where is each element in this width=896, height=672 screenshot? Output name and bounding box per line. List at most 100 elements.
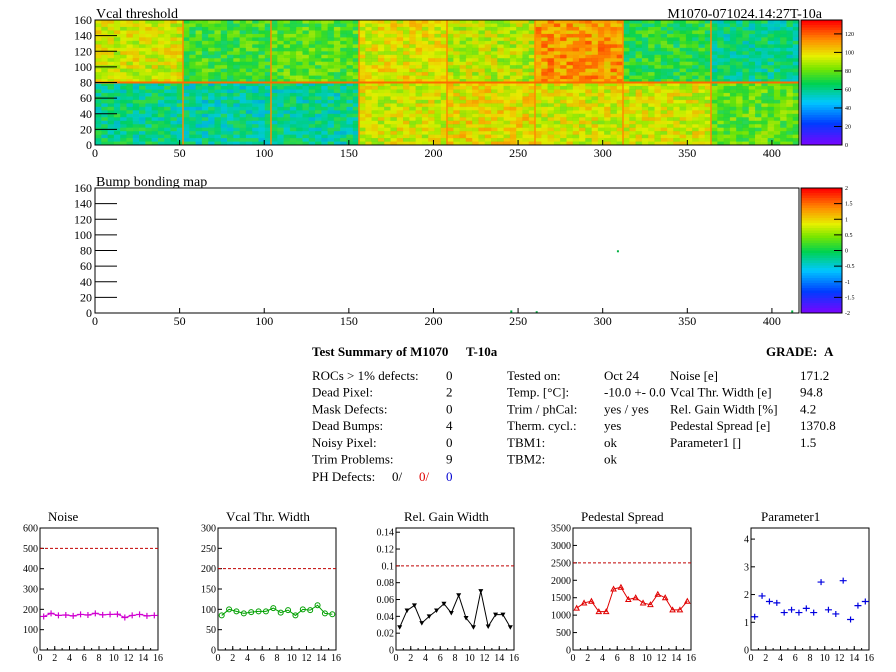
map1-pixel [258, 33, 266, 38]
map1-pixel [214, 120, 222, 125]
map1-pixel [321, 89, 328, 94]
small-plot-point [248, 609, 255, 616]
map1-pixel [572, 96, 580, 101]
map1-pixel [145, 37, 152, 42]
map1-pixel [258, 44, 266, 49]
map1-pixel [214, 110, 222, 115]
map1-pixel [472, 58, 479, 62]
map1-pixel [157, 79, 165, 83]
map1-pixel [195, 20, 203, 24]
map1-pixel [183, 138, 190, 142]
map1-pixel [428, 75, 435, 80]
map1-pixel [623, 134, 630, 139]
map1-pixel [472, 72, 479, 76]
map1-pixel [258, 47, 266, 52]
map1-pixel [516, 47, 523, 52]
map1-pixel [484, 96, 492, 101]
map1-pixel [711, 113, 718, 118]
map1-pixel [264, 79, 272, 83]
map1-pixel [447, 92, 454, 97]
summary-value: 0 [446, 401, 453, 416]
map1-pixel [151, 65, 159, 69]
map1-pixel [447, 131, 454, 135]
map1-pixel [113, 20, 121, 24]
map1-pixel [648, 44, 655, 49]
map1-pixel [289, 58, 297, 62]
map1-pixel [616, 47, 624, 52]
map1-pixel [591, 33, 599, 38]
map1-pixel [396, 37, 404, 42]
map1-pixel [698, 113, 706, 118]
map1-pixel [95, 75, 102, 80]
map1-pixel [616, 75, 624, 80]
map1-pixel [654, 127, 662, 132]
map1-pixel [736, 30, 743, 35]
map1-pixel [157, 96, 165, 101]
map1-pixel [346, 138, 354, 142]
map1-pixel [384, 51, 391, 56]
map1-pixel [308, 65, 316, 69]
map1-pixel [453, 89, 460, 94]
map1-pixel [415, 131, 423, 135]
map1-pixel [346, 79, 354, 83]
small-plot-point [751, 613, 759, 620]
map1-pixel [516, 113, 523, 118]
map1-pixel [509, 20, 517, 24]
map1-pixel [296, 33, 303, 38]
map1-pixel [616, 103, 624, 108]
map1-pixel [641, 106, 649, 111]
map1-pixel [648, 124, 655, 128]
map1-pixel [528, 51, 536, 56]
map1-pixel [742, 61, 750, 66]
map1-pixel [183, 127, 190, 132]
map1-pixel [403, 138, 410, 142]
map2-colorbar-band [801, 193, 842, 196]
map1-pixel [214, 65, 222, 69]
map1-pixel [390, 33, 398, 38]
map1-pixel [428, 68, 435, 73]
map1-pixel [459, 82, 467, 87]
map1-pixel [723, 68, 731, 73]
map1-pixel [453, 141, 460, 146]
small-plot-x-tick-label: 10 [287, 653, 297, 664]
map1-pixel [792, 134, 800, 139]
map1-pixel [503, 134, 511, 139]
map1-pixel [377, 82, 385, 87]
map1-pixel [220, 138, 228, 142]
map1-pixel [201, 127, 209, 132]
map1-pixel [421, 47, 429, 52]
map1-pixel [616, 30, 624, 35]
map1-pixel [126, 96, 134, 101]
map1-pixel [679, 106, 687, 111]
map1-pixel [711, 134, 718, 139]
map1-pixel [340, 68, 347, 73]
map1-pixel [773, 75, 781, 80]
map1-pixel [459, 79, 467, 83]
map1-pixel [604, 44, 611, 49]
map1-pixel [365, 106, 372, 111]
map1-pixel [384, 72, 391, 76]
map1-pixel [629, 40, 636, 45]
map1-pixel [252, 106, 259, 111]
map1-pixel [390, 134, 398, 139]
map1-pixel [698, 89, 706, 94]
map1-pixel [95, 68, 102, 73]
map2-colorbar-band [801, 205, 842, 209]
map1-pixel [623, 61, 630, 66]
map1-pixel [528, 131, 536, 135]
map2-colorbar-band [801, 280, 842, 284]
map1-pixel [459, 127, 467, 132]
map1-pixel [635, 127, 643, 132]
map1-pixel [377, 61, 385, 66]
map1-pixel [484, 72, 492, 76]
map2-colorbar-band [801, 230, 842, 234]
map1-pixel [748, 120, 756, 125]
map1-pixel [547, 51, 555, 56]
map1-pixel [484, 110, 492, 115]
map1-pixel [591, 120, 599, 125]
map1-pixel [535, 26, 542, 31]
map1-pixel [528, 65, 536, 69]
map1-pixel [195, 138, 203, 142]
map1-pixel [704, 54, 712, 59]
map1-pixel [761, 26, 768, 31]
